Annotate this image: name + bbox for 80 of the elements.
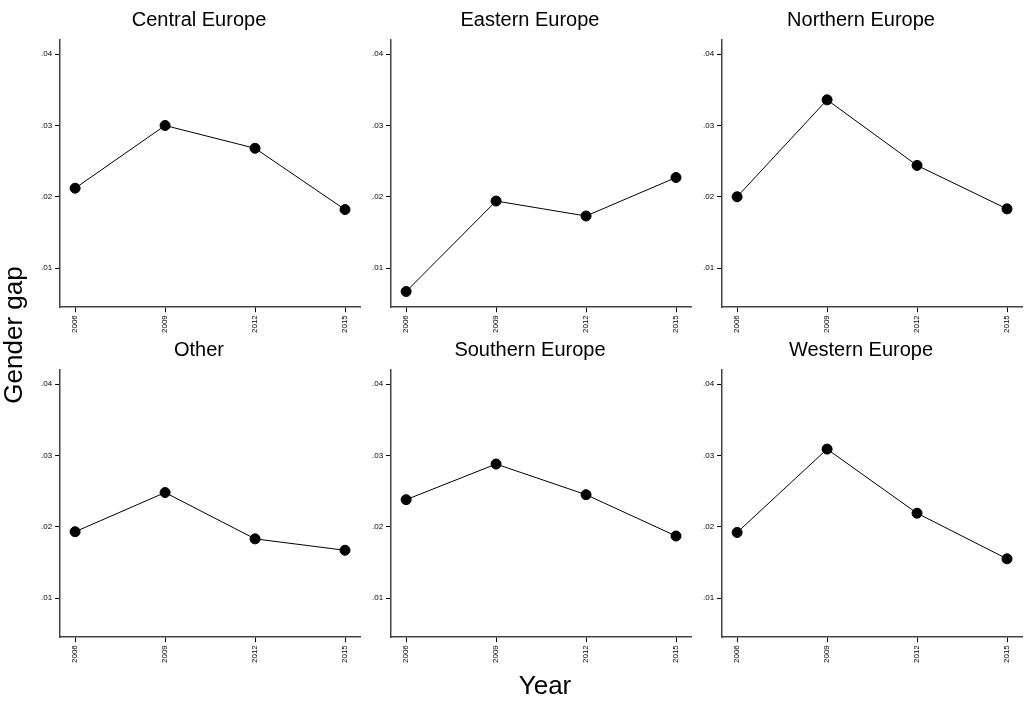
- point: [580, 489, 592, 501]
- x-tick-label: 2006: [70, 314, 80, 333]
- y-tick-label: .03: [41, 120, 53, 130]
- y-tick-label: .03: [372, 120, 384, 130]
- x-tick-label: 2015: [1002, 314, 1012, 333]
- point: [490, 195, 502, 207]
- x-tick-label: 2012: [250, 314, 260, 333]
- point: [159, 487, 171, 499]
- x-tick-label: 2015: [1002, 644, 1012, 663]
- y-tick-label: .03: [703, 450, 715, 460]
- y-tick-label: .04: [703, 379, 715, 389]
- x-tick-label: 2006: [732, 644, 742, 663]
- x-axis-title: Year: [517, 670, 573, 701]
- y-tick-label: .04: [703, 49, 715, 59]
- y-tick-label: .01: [372, 593, 384, 603]
- x-tick-label: 2009: [160, 314, 170, 333]
- x-tick-label: 2012: [912, 314, 922, 333]
- y-tick-label: .02: [41, 191, 53, 201]
- x-tick-label: 2009: [822, 314, 832, 333]
- chart-title: Southern Europe: [454, 337, 606, 360]
- point: [670, 172, 682, 184]
- point: [670, 530, 682, 542]
- y-tick-label: .02: [703, 521, 715, 531]
- y-tick-label: .02: [41, 521, 53, 531]
- x-tick-label: 2015: [671, 644, 681, 663]
- point: [1001, 553, 1013, 565]
- y-tick-label: .04: [372, 49, 384, 59]
- point: [249, 533, 261, 545]
- x-tick-label: 2006: [732, 314, 742, 333]
- point: [69, 182, 81, 194]
- point: [580, 210, 592, 222]
- point: [490, 458, 502, 470]
- point: [69, 526, 81, 538]
- point: [400, 494, 412, 506]
- point: [249, 142, 261, 154]
- chart-title: Eastern Europe: [460, 7, 600, 30]
- point: [821, 443, 833, 455]
- y-axis-title: Gender gap: [0, 265, 28, 406]
- x-tick-label: 2012: [250, 644, 260, 663]
- y-tick-label: .04: [372, 379, 384, 389]
- y-tick-label: .03: [41, 450, 53, 460]
- y-tick-label: .01: [372, 263, 384, 273]
- y-tick-label: .01: [41, 593, 53, 603]
- point: [911, 507, 923, 519]
- x-tick-label: 2009: [822, 644, 832, 663]
- x-tick-label: 2012: [912, 644, 922, 663]
- x-tick-label: 2006: [70, 644, 80, 663]
- x-tick-label: 2006: [401, 314, 411, 333]
- point: [400, 286, 412, 298]
- y-tick-label: .04: [41, 379, 53, 389]
- y-tick-label: .02: [372, 191, 384, 201]
- x-tick-label: 2009: [491, 314, 501, 333]
- x-tick-label: 2015: [340, 314, 350, 333]
- chart-title: Northern Europe: [787, 7, 935, 30]
- y-tick-label: .01: [703, 263, 715, 273]
- y-tick-label: .04: [41, 49, 53, 59]
- chart-title: Western Europe: [788, 337, 934, 360]
- chart-title: Other: [173, 337, 225, 360]
- y-tick-label: .01: [41, 263, 53, 273]
- point: [821, 94, 833, 106]
- x-tick-label: 2006: [401, 644, 411, 663]
- y-tick-label: .02: [703, 191, 715, 201]
- point: [731, 191, 743, 203]
- y-tick-label: .01: [703, 593, 715, 603]
- x-tick-label: 2009: [491, 644, 501, 663]
- y-tick-label: .03: [372, 450, 384, 460]
- point: [159, 120, 171, 132]
- point: [339, 204, 351, 216]
- y-tick-label: .02: [372, 521, 384, 531]
- point: [731, 526, 743, 538]
- point: [339, 544, 351, 556]
- y-tick-label: .03: [703, 120, 715, 130]
- x-tick-label: 2015: [671, 314, 681, 333]
- x-tick-label: 2012: [581, 644, 591, 663]
- x-tick-label: 2015: [340, 644, 350, 663]
- x-tick-label: 2012: [581, 314, 591, 333]
- chart-title: Central Europe: [131, 7, 267, 30]
- point: [911, 159, 923, 171]
- x-tick-label: 2009: [160, 644, 170, 663]
- point: [1001, 203, 1013, 215]
